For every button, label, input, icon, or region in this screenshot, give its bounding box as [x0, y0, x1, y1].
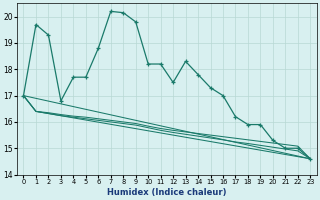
X-axis label: Humidex (Indice chaleur): Humidex (Indice chaleur): [107, 188, 227, 197]
